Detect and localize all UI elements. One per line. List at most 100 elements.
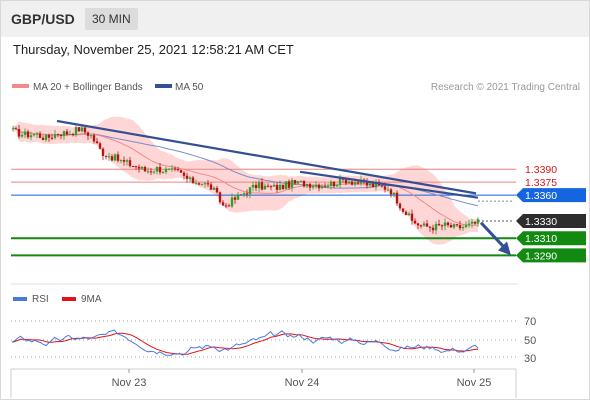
- symbol-label: GBP/USD: [11, 11, 75, 27]
- candle: [14, 126, 18, 130]
- candle: [191, 175, 195, 184]
- rsi-legend: RSI 9MA: [13, 294, 102, 305]
- candle: [242, 191, 246, 198]
- candle: [260, 178, 264, 191]
- forecast-arrow-head: [498, 241, 511, 256]
- rsi-tick-50: 50: [524, 335, 536, 347]
- candle: [47, 133, 51, 142]
- candle: [146, 167, 150, 174]
- candle: [281, 184, 285, 191]
- candle: [65, 128, 69, 137]
- candle: [44, 134, 48, 142]
- candle: [323, 183, 327, 188]
- level-label-1.3375: 1.3375: [525, 177, 557, 189]
- candle: [206, 179, 210, 187]
- candle: [179, 169, 183, 174]
- candle: [50, 133, 54, 140]
- candle: [257, 180, 261, 192]
- candle: [335, 183, 339, 188]
- candle: [284, 181, 288, 190]
- candlesticks: [11, 123, 480, 235]
- candle: [89, 135, 93, 139]
- candle: [110, 154, 114, 162]
- candle: [86, 131, 90, 141]
- candle: [56, 133, 60, 138]
- candle: [455, 223, 459, 227]
- candle: [32, 133, 36, 137]
- candle: [332, 181, 336, 189]
- candle: [413, 218, 417, 225]
- candle: [233, 195, 237, 204]
- candle: [155, 166, 159, 175]
- candle: [215, 185, 219, 194]
- timeframe-badge[interactable]: 30 MIN: [85, 8, 138, 30]
- candle: [35, 131, 39, 139]
- rsi-ma-legend-label: 9MA: [81, 294, 102, 305]
- svg-text:1.3310: 1.3310: [525, 233, 557, 245]
- candle: [428, 226, 432, 232]
- candle: [194, 179, 198, 185]
- candle: [449, 222, 453, 228]
- candle: [101, 147, 105, 161]
- candle: [464, 221, 468, 229]
- rsi-line: [11, 329, 479, 356]
- candle: [266, 183, 270, 188]
- candle: [122, 156, 126, 166]
- xtick-nov25: Nov 25: [457, 377, 492, 389]
- candle: [398, 202, 402, 211]
- level-label-1.3330: 1.3330: [516, 213, 586, 228]
- candle: [317, 183, 321, 192]
- candle: [416, 222, 420, 230]
- candle: [203, 181, 207, 188]
- candle: [443, 218, 447, 231]
- candle: [92, 133, 96, 144]
- candle: [230, 193, 234, 209]
- candle: [164, 166, 168, 175]
- resistance-trendline: [56, 119, 477, 195]
- candle: [167, 168, 171, 171]
- candle: [419, 224, 423, 229]
- candle: [107, 152, 111, 161]
- candle: [458, 220, 462, 231]
- candle: [290, 178, 294, 192]
- candle: [236, 191, 240, 200]
- candle: [140, 165, 144, 170]
- svg-text:1.3330: 1.3330: [525, 216, 557, 228]
- candle: [53, 129, 57, 140]
- candle: [275, 182, 279, 193]
- rsi-tick-70: 70: [524, 316, 536, 328]
- candle: [422, 220, 426, 227]
- level-label-1.3310: 1.3310: [516, 231, 586, 246]
- candle: [20, 132, 24, 138]
- candle: [41, 135, 45, 141]
- xtick-nov24: Nov 24: [285, 377, 320, 389]
- candle: [185, 172, 189, 183]
- level-label-1.3290: 1.3290: [516, 248, 586, 263]
- candle: [161, 170, 165, 174]
- rsi-tick-30: 30: [524, 353, 536, 365]
- level-label-1.3390: 1.3390: [525, 164, 557, 176]
- candle: [299, 180, 303, 183]
- candle: [302, 180, 306, 188]
- candle: [407, 211, 411, 216]
- candle: [308, 182, 312, 191]
- candle: [80, 125, 84, 133]
- svg-text:1.3360: 1.3360: [525, 190, 557, 202]
- candle: [401, 208, 405, 214]
- candle: [287, 179, 291, 190]
- candle: [431, 224, 435, 234]
- candle: [227, 203, 231, 207]
- candle: [104, 155, 108, 160]
- candle: [293, 179, 297, 185]
- candle: [452, 223, 456, 230]
- candle: [476, 217, 480, 227]
- candle: [326, 183, 330, 189]
- candle: [320, 184, 324, 190]
- candle: [59, 133, 63, 140]
- candle: [68, 130, 72, 136]
- svg-text:1.3290: 1.3290: [525, 250, 557, 262]
- ma50-legend-swatch: [155, 84, 172, 88]
- candle: [389, 188, 393, 198]
- candle: [263, 183, 267, 190]
